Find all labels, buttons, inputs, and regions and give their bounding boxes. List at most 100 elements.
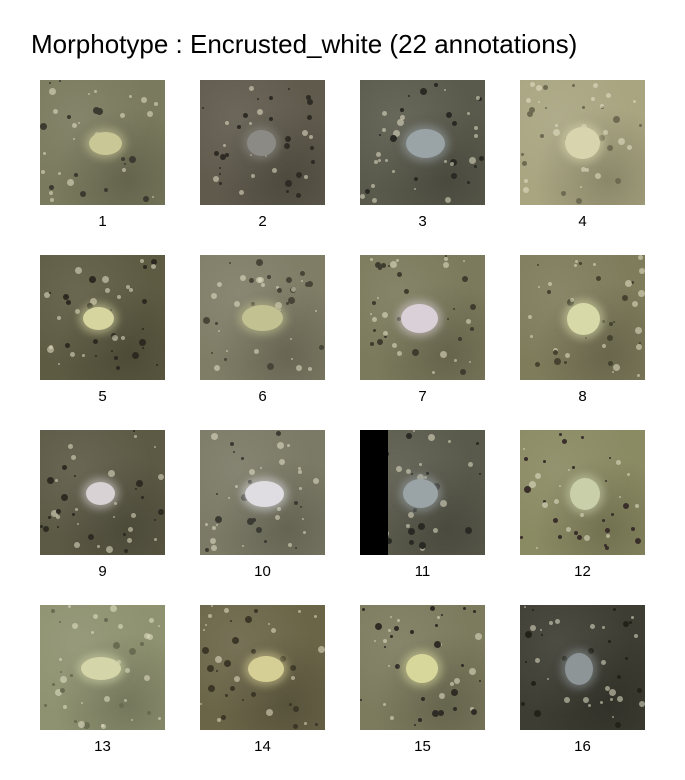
specimen-blob [406, 128, 446, 158]
texture-speck [121, 157, 125, 161]
texture-speck [272, 168, 277, 173]
texture-speck [568, 469, 570, 471]
texture-speck [119, 703, 124, 708]
texture-speck [374, 640, 376, 642]
texture-speck [94, 90, 97, 93]
texture-speck [593, 83, 598, 88]
texture-speck [74, 173, 78, 177]
texture-speck [154, 102, 158, 106]
texture-speck [300, 271, 305, 276]
texture-speck [375, 262, 381, 268]
texture-speck [637, 374, 640, 377]
texture-speck [593, 263, 596, 266]
texture-speck [111, 350, 113, 352]
texture-speck [96, 108, 103, 115]
texture-speck [612, 371, 614, 373]
texture-speck [43, 526, 49, 532]
texture-speck [373, 329, 376, 332]
texture-speck [77, 523, 79, 525]
texture-speck [479, 680, 481, 682]
texture-speck [561, 191, 566, 196]
texture-speck [120, 113, 125, 118]
texture-speck [462, 276, 468, 282]
texture-speck [535, 362, 540, 367]
texture-speck [72, 513, 75, 516]
texture-speck [72, 123, 77, 128]
texture-speck [588, 648, 594, 654]
thumbnail-image [360, 255, 485, 380]
texture-speck [525, 661, 527, 663]
texture-speck [89, 276, 96, 283]
texture-speck [602, 344, 606, 348]
texture-speck [212, 526, 216, 530]
texture-speck [104, 188, 108, 192]
texture-speck [400, 108, 404, 112]
texture-speck [202, 107, 204, 109]
texture-speck [602, 626, 605, 629]
texture-speck [205, 548, 209, 552]
texture-speck [139, 339, 146, 346]
texture-speck [437, 616, 440, 619]
texture-speck [412, 349, 419, 356]
texture-speck [476, 96, 480, 100]
texture-speck [603, 130, 608, 135]
texture-speck [62, 465, 67, 470]
texture-speck [524, 486, 531, 493]
texture-speck [572, 84, 575, 87]
texture-speck [613, 116, 620, 123]
texture-speck [572, 466, 575, 469]
tile-label: 8 [578, 388, 587, 405]
texture-speck [310, 146, 314, 150]
texture-speck [465, 527, 472, 534]
texture-speck [424, 476, 427, 479]
texture-speck [264, 540, 267, 543]
texture-speck [249, 122, 252, 125]
texture-speck [470, 304, 476, 310]
texture-speck [235, 485, 238, 488]
texture-speck [93, 614, 98, 619]
texture-speck [78, 721, 85, 728]
texture-speck [453, 308, 455, 310]
texture-speck [639, 701, 645, 707]
thumbnail-image [40, 255, 165, 380]
texture-speck [466, 319, 471, 324]
texture-speck [90, 298, 97, 305]
texture-speck [479, 473, 481, 475]
tile-14: 14 [200, 605, 325, 755]
specimen-blob [242, 305, 284, 332]
texture-speck [58, 172, 61, 175]
texture-speck [216, 524, 218, 526]
texture-speck [147, 634, 153, 640]
texture-speck [60, 676, 67, 683]
texture-speck [579, 262, 582, 265]
texture-speck [52, 683, 55, 686]
texture-speck [267, 363, 274, 370]
texture-speck [141, 496, 144, 499]
texture-speck [378, 266, 382, 270]
texture-speck [397, 619, 400, 622]
texture-speck [388, 265, 390, 267]
texture-speck [451, 689, 458, 696]
texture-speck [224, 660, 231, 667]
texture-speck [279, 459, 285, 465]
texture-speck [559, 433, 562, 436]
texture-speck [639, 268, 645, 274]
texture-speck [638, 255, 643, 260]
texture-speck [44, 292, 50, 298]
texture-speck [362, 608, 365, 611]
texture-speck [463, 260, 465, 262]
texture-speck [521, 702, 525, 706]
texture-speck [208, 614, 212, 618]
texture-speck [254, 609, 258, 613]
texture-speck [114, 502, 117, 505]
specimen-blob [564, 127, 600, 160]
texture-speck [308, 367, 312, 371]
texture-speck [302, 518, 304, 520]
texture-speck [226, 350, 228, 352]
texture-speck [419, 463, 422, 466]
texture-speck [140, 642, 144, 646]
texture-speck [428, 434, 435, 441]
texture-speck [237, 125, 241, 129]
texture-speck [474, 134, 478, 138]
